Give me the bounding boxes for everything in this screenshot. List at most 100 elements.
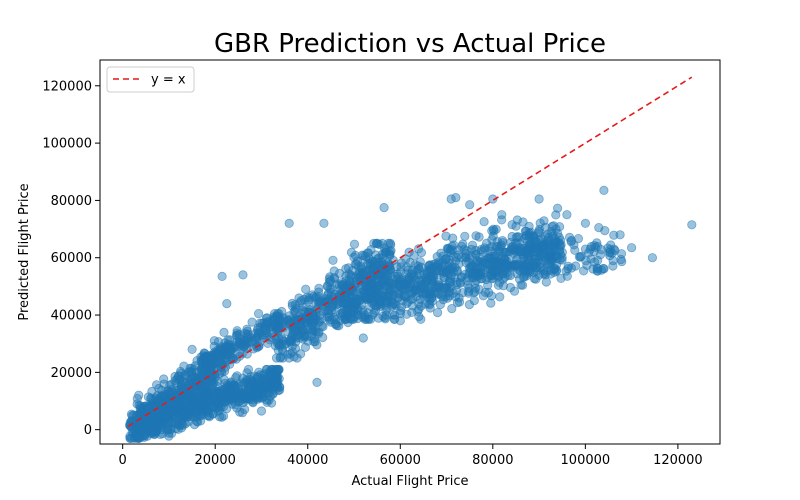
scatter-point — [235, 407, 245, 417]
scatter-point — [290, 300, 300, 310]
scatter-point — [307, 329, 317, 339]
y-tick-label: 100000 — [42, 137, 92, 152]
scatter-point — [362, 248, 372, 258]
scatter-point — [285, 335, 295, 345]
y-tick-label: 40000 — [51, 309, 92, 324]
scatter-point — [251, 387, 261, 397]
scatter-point — [615, 230, 625, 240]
scatter-point — [238, 270, 248, 280]
scatter-point — [435, 299, 445, 310]
scatter-point — [265, 391, 275, 401]
scatter-point — [453, 250, 463, 260]
scatter-point — [427, 278, 438, 288]
scatter-point — [288, 327, 298, 337]
scatter-point — [401, 269, 411, 279]
scatter-point — [626, 243, 637, 253]
scatter-point — [319, 218, 329, 228]
x-tick-label: 20000 — [195, 453, 236, 468]
scatter-point — [531, 257, 541, 268]
scatter-point — [485, 246, 495, 256]
scatter-point — [599, 185, 609, 195]
scatter-point — [222, 298, 232, 309]
scatter-point — [372, 239, 383, 249]
scatter-point — [191, 412, 201, 422]
scatter-point — [515, 246, 525, 256]
scatter-point — [549, 244, 560, 254]
scatter-point — [209, 336, 219, 346]
scatter-point — [534, 194, 544, 204]
scatter-point — [324, 277, 335, 287]
scatter-point — [187, 344, 197, 354]
scatter-point — [163, 418, 173, 428]
scatter-point — [511, 221, 521, 231]
scatter-point — [593, 255, 603, 265]
legend-label: y = x — [151, 73, 186, 88]
scatter-point — [419, 279, 430, 289]
scatter-point — [505, 270, 515, 281]
chart-title: GBR Prediction vs Actual Price — [214, 29, 606, 59]
scatter-point — [334, 268, 345, 278]
scatter-point — [535, 218, 545, 228]
scatter-point — [531, 236, 541, 246]
scatter-point — [254, 308, 264, 319]
scatter-point — [348, 306, 358, 316]
scatter-point — [243, 364, 254, 375]
scatter-point — [617, 256, 627, 267]
scatter-point — [411, 285, 421, 295]
y-axis-label: Predicted Flight Price — [17, 183, 32, 320]
scatter-point — [284, 218, 294, 228]
x-tick-label: 0 — [119, 453, 127, 468]
scatter-point — [395, 316, 405, 326]
x-axis-label: Actual Flight Price — [352, 474, 469, 489]
scatter-point — [340, 298, 350, 309]
scatter-point — [379, 203, 389, 213]
scatter-point — [253, 372, 263, 383]
y-tick-label: 60000 — [51, 251, 92, 266]
scatter-point — [261, 364, 271, 375]
scatter-point — [540, 270, 550, 280]
scatter-point — [570, 245, 580, 255]
scatter-point — [403, 297, 413, 307]
scatter-point — [240, 328, 250, 338]
scatter-point — [244, 337, 254, 347]
scatter-point — [445, 246, 455, 256]
scatter-point — [594, 223, 604, 233]
scatter-point — [531, 274, 541, 284]
scatter-point — [146, 428, 157, 438]
y-tick-label: 20000 — [51, 366, 92, 381]
scatter-point — [273, 345, 283, 355]
scatter-point — [497, 210, 507, 220]
x-tick-label: 100000 — [561, 453, 611, 468]
scatter-point — [349, 239, 360, 249]
scatter-point — [192, 417, 203, 427]
scatter-point — [207, 401, 217, 411]
scatter-point — [294, 333, 305, 343]
scatter-point — [452, 298, 462, 308]
scatter-point — [462, 246, 472, 256]
scatter-point — [647, 253, 658, 263]
scatter-point — [274, 381, 285, 392]
scatter-point — [328, 255, 338, 265]
scatter-point — [358, 333, 368, 343]
scatter-point — [356, 300, 367, 310]
scatter-point — [175, 411, 185, 421]
scatter-point — [247, 317, 257, 327]
scatter-point — [335, 316, 345, 326]
scatter-point — [538, 252, 548, 262]
scatter-point — [304, 295, 314, 305]
y-tick-label: 0 — [84, 423, 92, 438]
scatter-point — [529, 247, 539, 257]
scatter-point — [501, 262, 511, 272]
scatter-point — [451, 193, 461, 203]
scatter-point — [256, 406, 267, 416]
scatter-point — [423, 268, 433, 278]
scatter-point — [182, 394, 192, 404]
scatter-point — [384, 291, 394, 302]
scatter-point — [177, 423, 187, 433]
scatter-point — [562, 210, 572, 220]
scatter-point — [380, 274, 390, 284]
scatter-point — [395, 280, 405, 291]
scatter-point — [208, 358, 218, 368]
y-tick-label: 120000 — [42, 79, 92, 94]
scatter-point — [369, 300, 380, 310]
